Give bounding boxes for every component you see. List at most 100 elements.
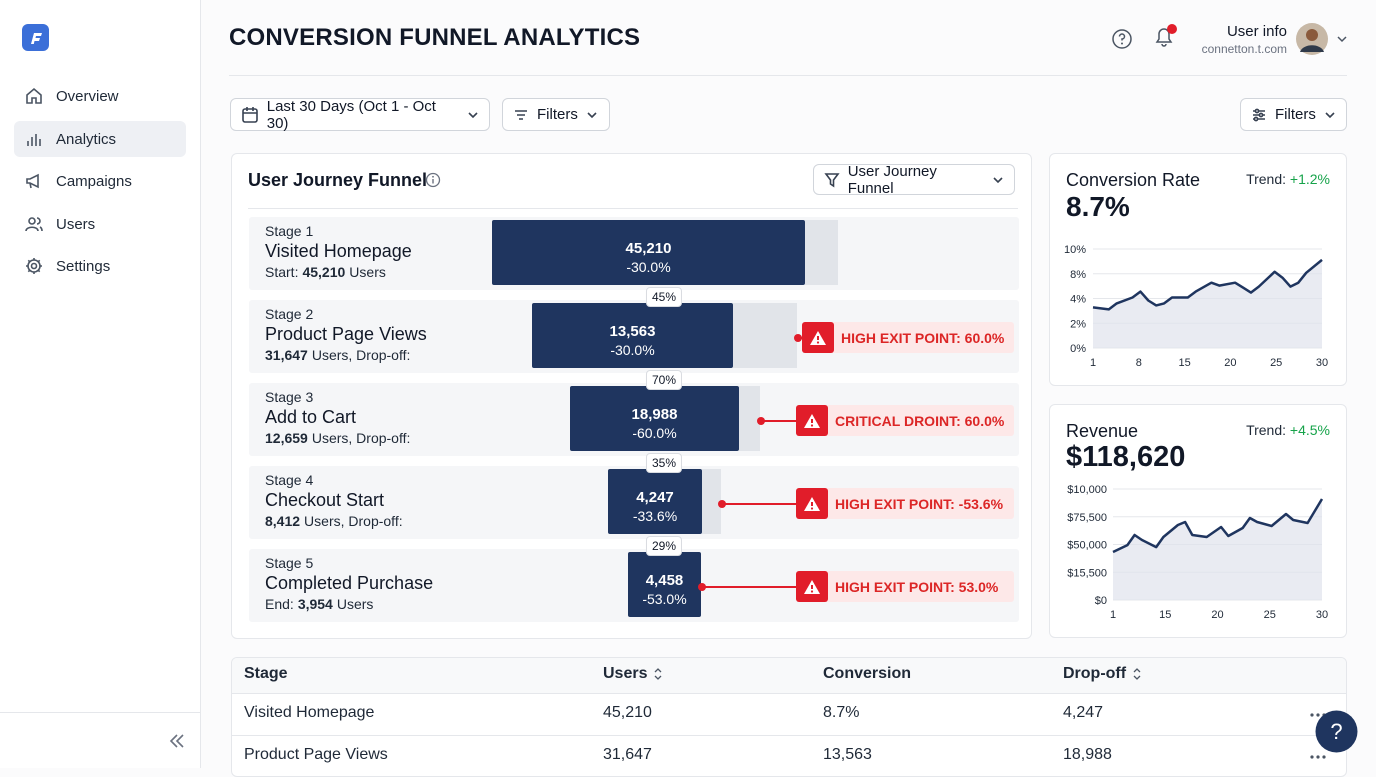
- bar-value: 18,988: [631, 406, 678, 423]
- data-table: [231, 657, 1347, 777]
- row-divider: [232, 735, 1346, 736]
- alert-icon: [802, 322, 834, 353]
- nav-item[interactable]: Campaigns: [14, 163, 186, 199]
- sidebar: Overview Analytics Campaigns Users Setti…: [0, 0, 201, 768]
- nav-item[interactable]: Overview: [14, 78, 186, 114]
- stage-detail: Start: 45,210 Users: [265, 264, 386, 280]
- alert-dot: [698, 583, 706, 591]
- table-header[interactable]: Conversion: [823, 665, 911, 683]
- alert-text: HIGH EXIT POINT: 53.0%: [835, 578, 999, 595]
- filters-right-button[interactable]: Filters: [1240, 98, 1347, 131]
- nav-item[interactable]: Users: [14, 206, 186, 242]
- table-cell: 13,563: [823, 746, 872, 763]
- header-divider: [229, 75, 1347, 76]
- trend-value: +1.2%: [1289, 171, 1330, 187]
- header-label: Stage: [244, 665, 288, 682]
- table-header[interactable]: Drop-off: [1063, 665, 1142, 683]
- stage-name: Visited Homepage: [265, 241, 412, 261]
- stage-name: Checkout Start: [265, 490, 385, 510]
- nav-item[interactable]: Analytics: [14, 121, 186, 157]
- nav-icon: [26, 258, 42, 274]
- stage-label: Stage 2: [265, 306, 314, 322]
- collapse-button[interactable]: [168, 732, 186, 750]
- header-label: Conversion: [823, 665, 912, 682]
- help-button[interactable]: ?: [1315, 710, 1358, 753]
- row-menu[interactable]: [1309, 754, 1327, 760]
- table-cell: Visited Homepage: [244, 704, 375, 721]
- funnel-divider: [248, 208, 1018, 209]
- detail-value: 45,210: [302, 264, 346, 280]
- bar-track: [702, 469, 721, 534]
- logo[interactable]: [22, 24, 49, 51]
- filters-button[interactable]: Filters: [502, 98, 610, 131]
- stage-label: Stage 1: [265, 223, 314, 239]
- detail-suffix: Users, Drop-off:: [304, 513, 403, 529]
- alert-box: HIGH EXIT POINT: 60.0%: [802, 322, 1014, 353]
- sort-icon[interactable]: [1132, 667, 1142, 681]
- table-cell: 31,647: [603, 746, 652, 763]
- chevron: [468, 111, 478, 118]
- bar-value: 13,563: [609, 323, 656, 340]
- page-title: CONVERSION FUNNEL ANALYTICS: [229, 24, 641, 51]
- warning-icon: [804, 496, 820, 511]
- detail-prefix: Start:: [265, 264, 299, 280]
- funnel-bar: 13,563 -30.0%: [532, 303, 733, 368]
- nav-label: Analytics: [56, 130, 117, 148]
- nav-icon: [27, 134, 41, 146]
- bar-change: -33.6%: [632, 508, 678, 524]
- alert-box: HIGH EXIT POINT: 53.0%: [796, 571, 1014, 602]
- bar-change: -30.0%: [626, 259, 671, 275]
- funnel-selector[interactable]: User Journey Funnel: [813, 162, 1015, 197]
- detail-value: 12,659: [265, 430, 308, 446]
- card-value: $118,620: [1066, 441, 1186, 473]
- detail-suffix: Users, Drop-off:: [311, 347, 411, 363]
- help-icon[interactable]: [1111, 28, 1133, 50]
- funnel-bar: 45,210 -30.0%: [492, 220, 805, 285]
- date-range-button[interactable]: Last 30 Days (Oct 1 - Oct 30): [230, 97, 490, 132]
- table-header[interactable]: Users: [603, 665, 663, 683]
- funnel-bar: 18,988 -60.0%: [570, 386, 739, 451]
- info-icon[interactable]: [425, 172, 441, 188]
- conversion-pill: 29%: [645, 536, 683, 556]
- alert-box: CRITICAL DROINT: 60.0%: [796, 405, 1014, 436]
- card-title: Conversion Rate: [1066, 170, 1201, 190]
- alert-connector: [721, 503, 796, 505]
- nav-icon: [25, 217, 43, 232]
- card-trend: Trend: +4.5%: [1246, 422, 1330, 438]
- trend-label: Trend:: [1246, 422, 1287, 438]
- stage-detail: 8,412 Users, Drop-off:: [265, 513, 403, 529]
- user-avatar[interactable]: [1295, 22, 1351, 56]
- table-cell: 18,988: [1063, 746, 1112, 763]
- bar-change: -53.0%: [642, 591, 687, 607]
- help-button-label: ?: [1330, 719, 1342, 744]
- funnel-bar: 4,247 -33.6%: [608, 469, 702, 534]
- date-range-label: Last 30 Days (Oct 1 - Oct 30): [266, 97, 436, 132]
- table-header[interactable]: Stage: [244, 665, 288, 683]
- sort-icon[interactable]: [653, 667, 663, 681]
- funnel-selector-label: User Journey Funnel: [847, 162, 937, 197]
- nav-label: Users: [56, 215, 96, 233]
- alert-box: HIGH EXIT POINT: -53.6%: [796, 488, 1014, 519]
- alert-icon: [796, 488, 828, 519]
- nav-label: Campaigns: [56, 172, 132, 190]
- nav-label: Overview: [56, 87, 119, 105]
- alert-text: HIGH EXIT POINT: 60.0%: [841, 329, 1005, 346]
- alert-dot: [794, 334, 802, 342]
- nav-item[interactable]: Settings: [14, 248, 186, 284]
- funnel-title: User Journey Funnel: [248, 170, 428, 190]
- table-header-row: [232, 658, 1346, 694]
- alert-dot: [718, 500, 726, 508]
- conversion-pill: 35%: [645, 453, 683, 473]
- stage-detail: End: 3,954 Users: [265, 596, 373, 612]
- bar-value: 4,247: [636, 489, 674, 506]
- bar-change: -60.0%: [632, 425, 677, 441]
- bar-value: 45,210: [625, 240, 672, 257]
- filters-label: Filters: [537, 106, 578, 123]
- funnel-icon: [824, 172, 840, 187]
- notifications-icon[interactable]: [1152, 22, 1178, 50]
- sidebar-footer: [0, 712, 200, 713]
- bar-track: [805, 220, 838, 285]
- sliders-icon: [1253, 108, 1265, 121]
- card-value: 8.7%: [1066, 191, 1130, 222]
